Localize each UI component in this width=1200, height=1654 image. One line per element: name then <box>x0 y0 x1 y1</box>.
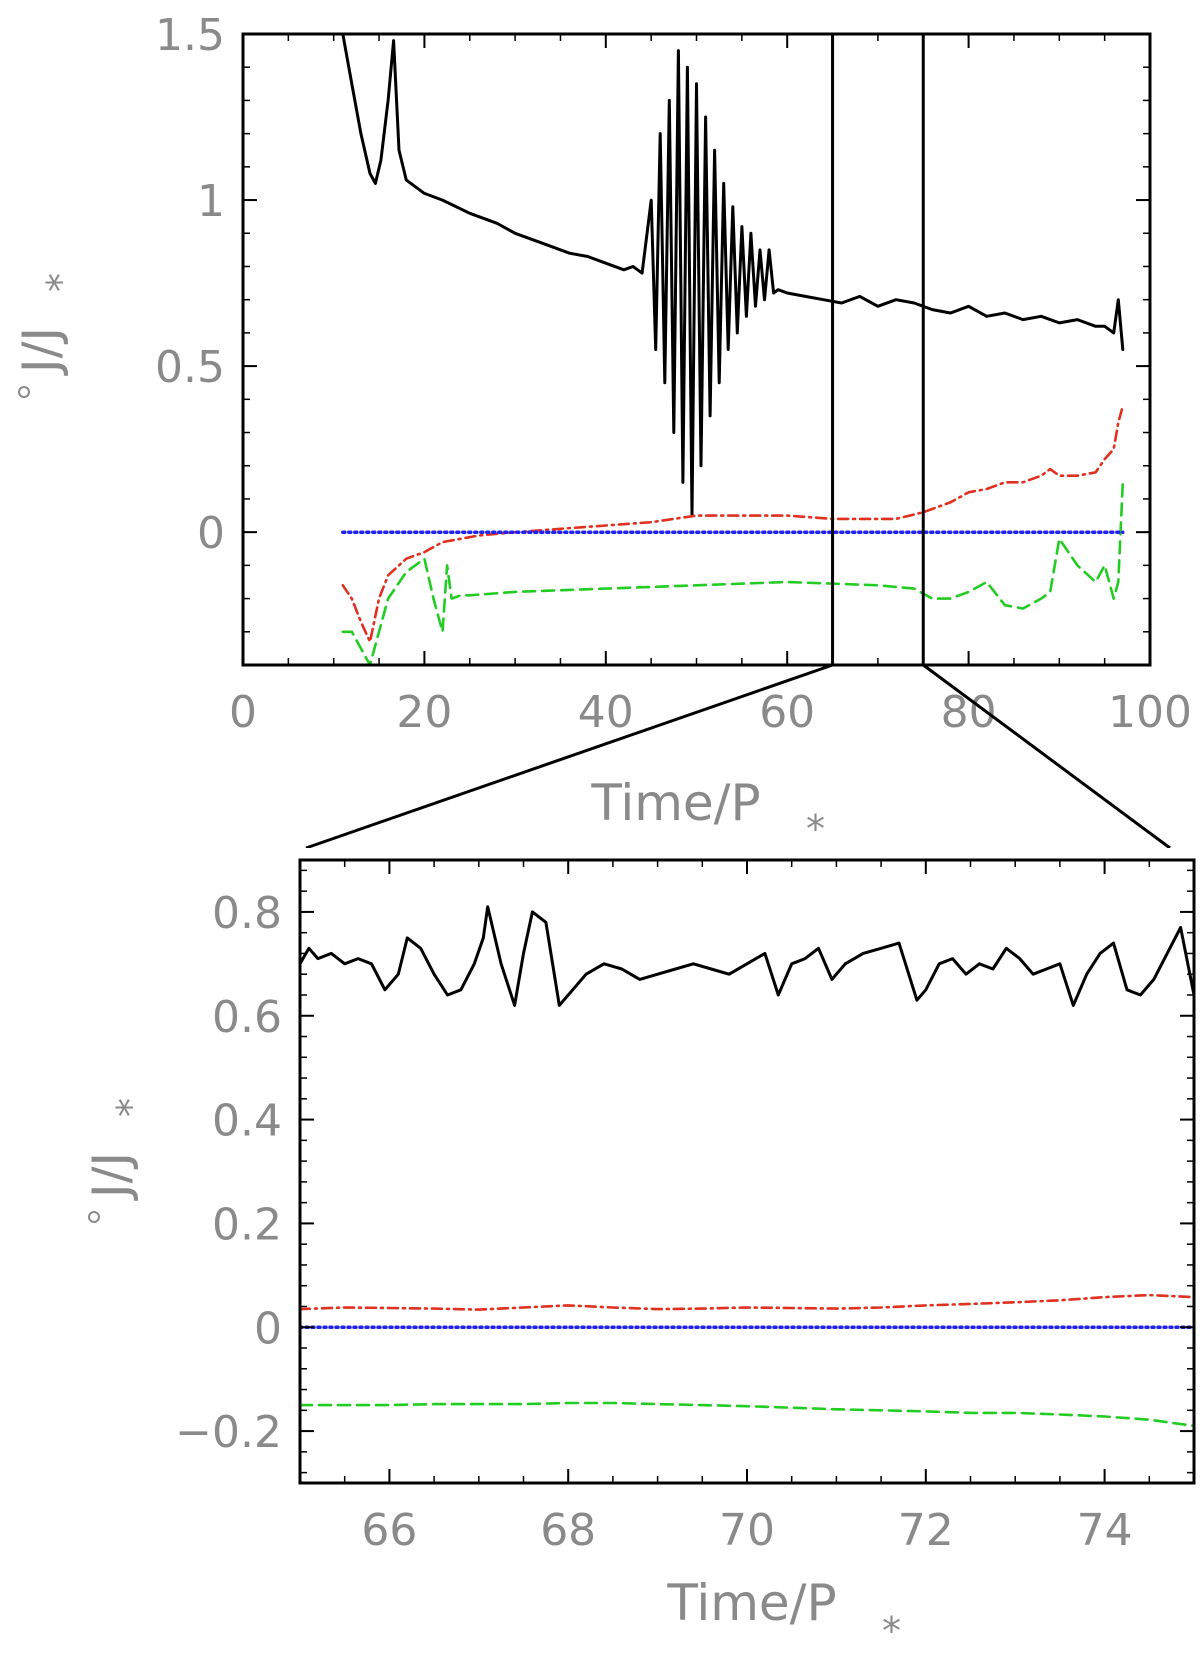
top-x-axis-label: Time/P <box>590 774 760 832</box>
bottom-x-tick-label: 74 <box>1077 1505 1133 1556</box>
top-y-axis-label-ring <box>18 386 30 398</box>
bottom-plot-frame <box>298 858 1196 1485</box>
zoom-connector-left <box>305 663 834 850</box>
bottom-panel-background <box>64 848 1200 1654</box>
bottom-x-tick-label: 68 <box>540 1505 596 1556</box>
bottom-tick-labels: 66 68 70 72 74 −0.2 0 0.2 0.4 0.6 0.8 <box>175 888 1132 1556</box>
zoom-window-markers <box>831 34 925 665</box>
bottom-y-tick-label: 0.2 <box>212 1199 282 1250</box>
top-x-tick-label: 0 <box>229 687 257 738</box>
bottom-series-dashed-line <box>300 1401 1194 1428</box>
top-plot-frame <box>241 32 1152 667</box>
bottom-x-axis-label: Time/P <box>666 1574 836 1632</box>
bottom-y-tick-label: 0.8 <box>212 888 282 939</box>
bottom-panel: 66 68 70 72 74 −0.2 0 0.2 0.4 0.6 0.8 Time/P * J/J… <box>64 848 1200 1654</box>
bottom-x-tick-label: 70 <box>719 1505 775 1556</box>
top-y-tick-label: 0.5 <box>155 342 225 393</box>
top-x-tick-label: 20 <box>396 687 452 738</box>
bottom-x-axis-label-subscript: * <box>882 1609 901 1653</box>
top-series-dash-dot-line <box>341 404 1125 644</box>
zoom-connector-right <box>922 663 1171 850</box>
top-x-tick-label: 60 <box>759 687 815 738</box>
bottom-y-tick-label: 0.4 <box>212 1096 282 1147</box>
bottom-x-tick-label: 72 <box>898 1505 954 1556</box>
top-y-tick-label: 0 <box>197 508 225 559</box>
top-y-tick-label: 1 <box>197 176 225 227</box>
bottom-y-axis-label-ring <box>88 1211 100 1223</box>
top-y-axis-label-subscript: * <box>39 273 83 292</box>
top-plot-series <box>341 34 1125 665</box>
top-x-axis-label-subscript: * <box>806 807 825 851</box>
bottom-y-tick-label: −0.2 <box>175 1407 282 1458</box>
top-x-tick-label: 100 <box>1108 687 1192 738</box>
top-y-tick-label: 1.5 <box>155 10 225 61</box>
bottom-series-dash-dot-line <box>300 1293 1194 1311</box>
bottom-y-axis-label-subscript: * <box>109 1098 153 1117</box>
bottom-series-solid-line <box>300 905 1194 1007</box>
bottom-x-tick-label: 66 <box>361 1505 417 1556</box>
bottom-y-tick-label: 0 <box>254 1303 282 1354</box>
bottom-plot-series <box>300 905 1194 1428</box>
bottom-y-axis-label: J/J <box>82 1152 140 1201</box>
top-x-tick-label: 40 <box>578 687 634 738</box>
bottom-y-tick-label: 0.6 <box>212 992 282 1043</box>
top-series-dashed-line <box>341 480 1125 665</box>
top-y-axis-label: J/J <box>12 327 70 376</box>
top-series-solid-line <box>341 34 1125 518</box>
